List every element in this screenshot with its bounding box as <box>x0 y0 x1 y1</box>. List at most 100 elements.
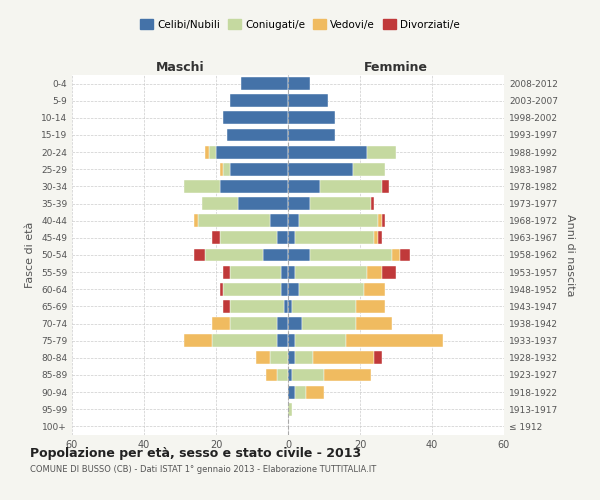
Bar <box>216 146 288 158</box>
Bar <box>288 352 295 364</box>
Bar <box>230 163 288 175</box>
Bar <box>292 368 324 382</box>
Y-axis label: Fasce di età: Fasce di età <box>25 222 35 288</box>
Legend: Celibi/Nubili, Coniugati/e, Vedovi/e, Divorziati/e: Celibi/Nubili, Coniugati/e, Vedovi/e, Di… <box>136 15 464 34</box>
Y-axis label: Anni di nascita: Anni di nascita <box>565 214 575 296</box>
Bar <box>288 77 310 90</box>
Bar <box>288 197 310 210</box>
Bar <box>263 248 288 262</box>
Text: Femmine: Femmine <box>364 61 428 74</box>
Bar <box>230 94 288 107</box>
Bar <box>194 214 198 227</box>
Bar <box>400 248 410 262</box>
Bar <box>212 334 277 347</box>
Bar <box>288 403 292 415</box>
Bar <box>256 352 270 364</box>
Bar <box>270 352 288 364</box>
Bar <box>212 232 220 244</box>
Bar <box>295 232 374 244</box>
Bar <box>288 146 367 158</box>
Bar <box>220 232 277 244</box>
Bar <box>220 283 223 296</box>
Bar <box>392 248 400 262</box>
Bar <box>288 266 295 278</box>
Bar <box>184 334 212 347</box>
Text: Popolazione per età, sesso e stato civile - 2013: Popolazione per età, sesso e stato civil… <box>30 448 361 460</box>
Bar <box>320 180 382 193</box>
Bar <box>288 317 302 330</box>
Bar <box>277 232 288 244</box>
Bar <box>198 214 270 227</box>
Bar <box>288 334 295 347</box>
Bar <box>284 300 288 313</box>
Bar <box>356 317 392 330</box>
Bar <box>288 163 353 175</box>
Bar <box>382 266 396 278</box>
Bar <box>223 283 281 296</box>
Bar <box>288 386 295 398</box>
Bar <box>295 352 313 364</box>
Bar <box>346 334 443 347</box>
Bar <box>310 248 392 262</box>
Bar <box>367 146 396 158</box>
Bar <box>313 352 374 364</box>
Bar <box>371 197 374 210</box>
Bar <box>299 283 364 296</box>
Bar <box>202 197 238 210</box>
Bar <box>382 180 389 193</box>
Bar <box>353 163 385 175</box>
Bar <box>378 214 382 227</box>
Bar <box>220 163 223 175</box>
Bar <box>238 197 288 210</box>
Bar <box>288 248 310 262</box>
Bar <box>205 248 263 262</box>
Bar <box>277 317 288 330</box>
Bar <box>295 266 367 278</box>
Bar <box>310 197 371 210</box>
Bar <box>356 300 385 313</box>
Bar <box>223 266 230 278</box>
Bar <box>220 180 288 193</box>
Bar <box>367 266 382 278</box>
Bar <box>288 232 295 244</box>
Bar <box>230 266 281 278</box>
Bar <box>270 214 288 227</box>
Bar <box>281 283 288 296</box>
Bar <box>295 386 306 398</box>
Bar <box>184 180 220 193</box>
Text: Maschi: Maschi <box>155 61 205 74</box>
Text: COMUNE DI BUSSO (CB) - Dati ISTAT 1° gennaio 2013 - Elaborazione TUTTITALIA.IT: COMUNE DI BUSSO (CB) - Dati ISTAT 1° gen… <box>30 466 376 474</box>
Bar <box>230 300 284 313</box>
Bar <box>378 232 382 244</box>
Bar <box>288 214 299 227</box>
Bar <box>306 386 324 398</box>
Bar <box>212 317 230 330</box>
Bar <box>241 77 288 90</box>
Bar <box>382 214 385 227</box>
Bar <box>194 248 205 262</box>
Bar <box>281 266 288 278</box>
Bar <box>299 214 378 227</box>
Bar <box>288 112 335 124</box>
Bar <box>288 283 299 296</box>
Bar <box>277 334 288 347</box>
Bar <box>324 368 371 382</box>
Bar <box>223 300 230 313</box>
Bar <box>288 368 292 382</box>
Bar <box>292 300 356 313</box>
Bar <box>288 94 328 107</box>
Bar <box>277 368 288 382</box>
Bar <box>209 146 216 158</box>
Bar <box>230 317 277 330</box>
Bar <box>223 112 288 124</box>
Bar <box>266 368 277 382</box>
Bar <box>364 283 385 296</box>
Bar <box>302 317 356 330</box>
Bar <box>288 180 320 193</box>
Bar <box>227 128 288 141</box>
Bar <box>295 334 346 347</box>
Bar <box>288 128 335 141</box>
Bar <box>374 232 378 244</box>
Bar <box>205 146 209 158</box>
Bar <box>288 300 292 313</box>
